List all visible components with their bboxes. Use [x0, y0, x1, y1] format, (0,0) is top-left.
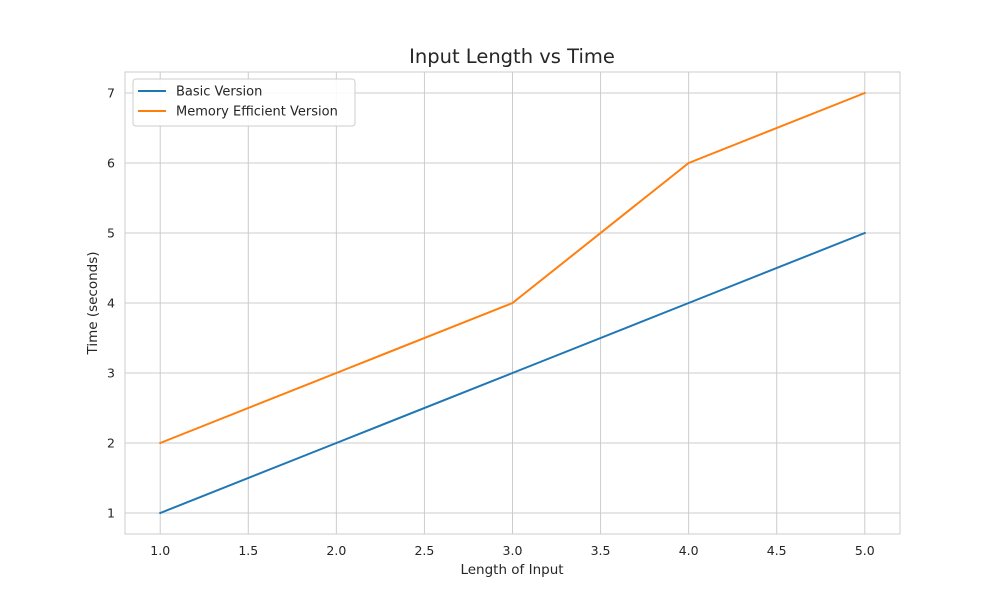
y-tick-label: 6 [107, 156, 115, 171]
x-tick-label: 1.0 [150, 543, 170, 558]
series-layer [159, 92, 866, 514]
y-tick-label: 4 [107, 296, 115, 311]
data-point [511, 372, 514, 374]
x-tick-label: 5.0 [855, 543, 875, 558]
x-tick-label: 3.0 [503, 543, 523, 558]
chart-title: Input Length vs Time [409, 45, 615, 68]
legend-box [132, 78, 356, 127]
legend-label: Basic Version [176, 85, 262, 100]
grid [125, 72, 900, 534]
data-point [687, 162, 690, 164]
x-tick-label: 2.0 [326, 543, 346, 558]
data-point [335, 442, 338, 444]
y-tick-label: 3 [107, 366, 115, 381]
data-point [335, 372, 338, 374]
data-point [511, 302, 514, 304]
data-point [863, 92, 866, 94]
data-point [159, 442, 162, 444]
x-tick-label: 1.5 [238, 543, 258, 558]
x-tick-label: 3.5 [591, 543, 611, 558]
y-tick-label: 5 [107, 226, 115, 241]
x-axis-label: Length of Input [460, 562, 563, 578]
y-tick-label: 1 [107, 506, 115, 521]
data-point [863, 232, 866, 234]
y-tick-label: 7 [107, 86, 115, 101]
data-point [159, 512, 162, 514]
x-tick-label: 4.5 [767, 543, 787, 558]
x-axis-ticks: 1.0 1.5 2.0 2.5 3.0 3.5 4.0 4.5 5.0 [150, 543, 874, 558]
y-axis-label: Time (seconds) [85, 251, 101, 355]
legend-label: Memory Efficient Version [176, 105, 338, 120]
data-point [687, 302, 690, 304]
legend: Basic Version Memory Efficient Version [132, 78, 356, 127]
y-tick-label: 2 [107, 436, 115, 451]
x-tick-label: 4.0 [679, 543, 699, 558]
x-tick-label: 2.5 [414, 543, 434, 558]
y-axis-ticks: 1 2 3 4 5 6 7 [107, 86, 115, 521]
